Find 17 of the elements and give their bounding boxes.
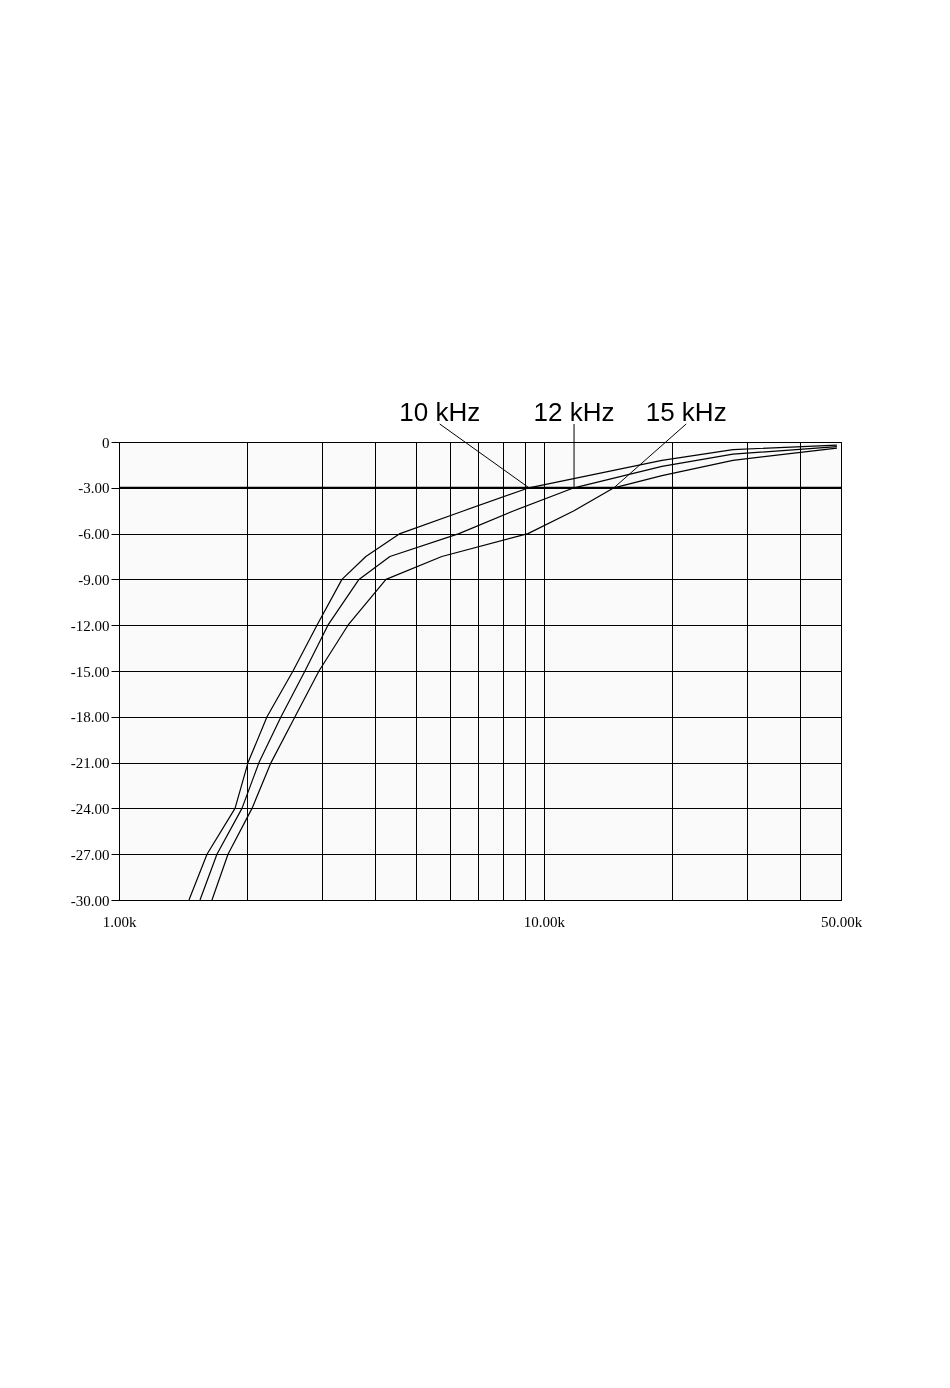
y-tick-label: -6.00 [78,526,110,543]
series-label: 12 kHz [533,397,615,427]
y-tick-label: -27.00 [70,846,110,863]
y-tick-label: -12.00 [70,617,110,634]
y-tick-label: -21.00 [70,755,110,772]
y-tick-label: -9.00 [78,571,110,588]
x-tick-label: 1.00k [102,913,137,930]
y-tick-label: -3.00 [78,480,110,497]
y-tick-label: -18.00 [70,709,110,726]
y-tick-label: -15.00 [70,663,110,680]
y-tick-label: 0 [102,434,110,451]
y-tick-label: -30.00 [70,892,110,909]
x-tick-label: 50.00k [820,913,863,930]
series-label: 15 kHz [645,397,727,427]
text: 10 kHz [399,397,481,427]
y-tick-label: -24.00 [70,800,110,817]
x-tick-label: 10.00k [523,913,566,930]
